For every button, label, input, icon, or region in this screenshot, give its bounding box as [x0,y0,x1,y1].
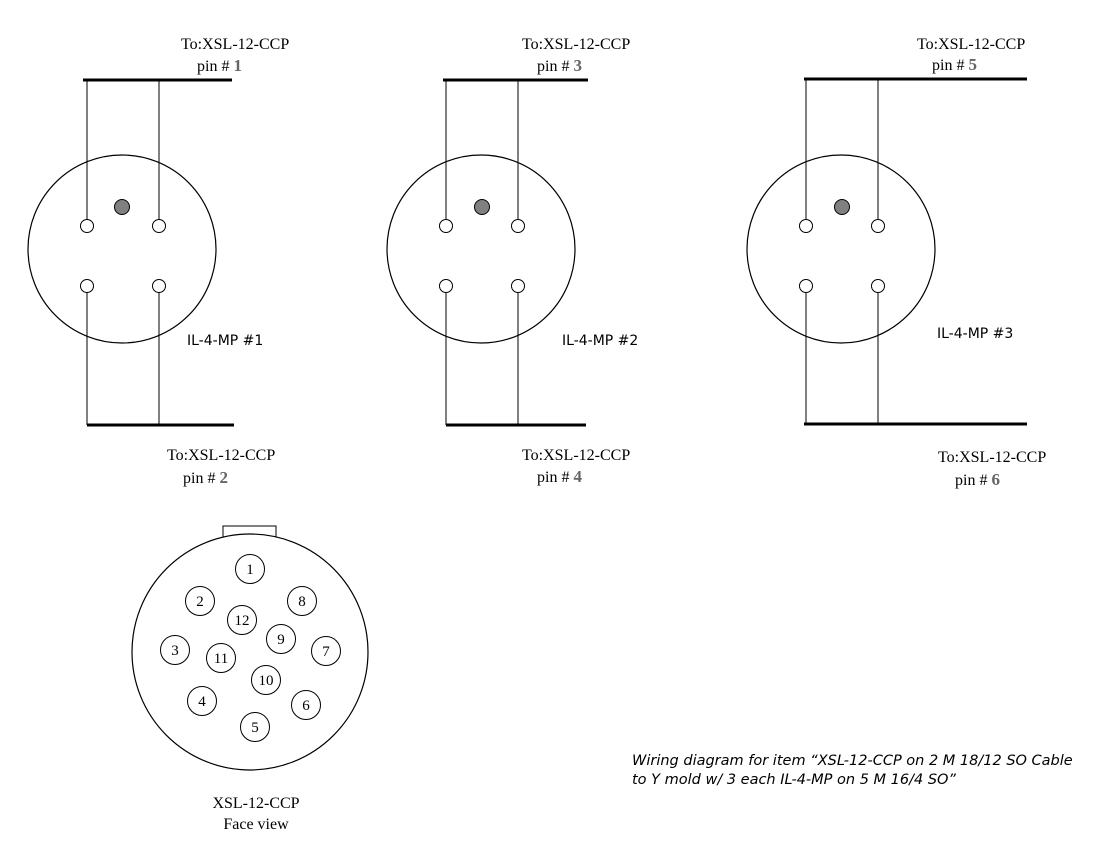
face-pin-label-11: 11 [214,651,228,667]
face-pin-6 [291,690,321,720]
face-pin-2 [185,586,215,616]
connector-2-top-to-label: To:XSL-12-CCP [522,36,630,53]
face-pin-label-8: 8 [298,594,306,610]
connector-2-bottom-to-label: To:XSL-12-CCP [522,447,630,464]
face-pin-4 [187,686,217,716]
connector-3-bottom-pin-number: 6 [991,470,1000,489]
connector-2-bottom-pin-prefix: pin # [537,469,573,486]
face-view-subtitle: Face view [223,816,289,833]
connector-1-key-pin [114,199,130,215]
caption-line-2: to Y mold w/ 3 each IL-4-MP on 5 M 16/4 … [632,772,956,788]
svg-text:pin # 6: pin # 6 [955,470,1000,489]
face-pin-10 [251,665,281,695]
face-pin-1 [235,554,265,584]
svg-text:pin # 2: pin # 2 [183,468,228,487]
svg-text:pin # 4: pin # 4 [537,467,582,486]
connector-1-bottom-pin-number: 2 [219,468,228,487]
face-pin-8 [287,586,317,616]
connector-2-label: IL-4-MP #2 [562,333,638,349]
face-pin-9 [266,624,296,654]
connector-3-body [746,154,936,344]
face-pin-label-7: 7 [322,644,330,660]
connector-1-bottom-pin-prefix: pin # [183,470,219,487]
connector-2-key-pin [474,199,490,215]
il-4-mp-connector-3: To:XSL-12-CCP pin # 5 IL-4-MP #3 To:XSL-… [746,36,1046,489]
face-pin-label-4: 4 [198,694,206,710]
connector-1-top-to-label: To:XSL-12-CCP [181,36,289,53]
connector-3-top-pin-prefix: pin # [932,57,968,74]
svg-text:pin # 3: pin # 3 [537,56,582,75]
connector-3-pin [871,279,885,293]
connector-3-top-pin-number: 5 [968,55,977,74]
connector-1-label: IL-4-MP #1 [187,333,263,349]
svg-text:pin # 5: pin # 5 [932,55,977,74]
connector-3-bottom-pin-prefix: pin # [955,472,991,489]
connector-1-pin [152,279,166,293]
connector-1-pin [152,219,166,233]
connector-3-label: IL-4-MP #3 [937,326,1013,342]
connector-2-pin [439,219,453,233]
connector-2-pin [439,279,453,293]
connector-3-pin [799,219,813,233]
connector-2-pin [511,219,525,233]
il-4-mp-connector-2: To:XSL-12-CCP pin # 3 IL-4-MP #2 To:XSL-… [386,36,638,486]
caption-line-1: Wiring diagram for item “XSL-12-CCP on 2… [632,753,1073,769]
connector-3-pin [799,279,813,293]
face-pin-label-3: 3 [171,643,179,659]
connector-1-bottom-to-label: To:XSL-12-CCP [167,447,275,464]
connector-1-body [27,154,217,344]
connector-2-bottom-pin-number: 4 [573,467,582,486]
connector-1-top-pin-prefix: pin # [197,58,233,75]
face-pin-label-5: 5 [251,720,259,736]
il-4-mp-connector-1: To:XSL-12-CCP pin # 1 IL-4-MP #1 To:XSL-… [27,36,289,487]
face-pin-label-10: 10 [259,673,274,689]
connector-2-top-pin-number: 3 [573,56,582,75]
connector-3-key-pin [834,199,850,215]
connector-2-body [386,154,576,344]
face-pin-label-9: 9 [277,632,285,648]
face-pin-label-1: 1 [246,562,254,578]
diagram-caption: Wiring diagram for item “XSL-12-CCP on 2… [632,752,1092,790]
face-pin-5 [240,712,270,742]
svg-text:pin # 1: pin # 1 [197,56,242,75]
connector-1-pin [80,219,94,233]
face-pin-label-2: 2 [196,594,204,610]
face-pin-11 [206,643,236,673]
face-pin-label-6: 6 [302,698,310,714]
connector-1-pin [80,279,94,293]
connector-2-top-pin-prefix: pin # [537,58,573,75]
connector-2-pin [511,279,525,293]
face-pin-7 [311,636,341,666]
face-pin-12 [227,605,257,635]
connector-3-top-to-label: To:XSL-12-CCP [917,36,1025,53]
connector-3-bottom-to-label: To:XSL-12-CCP [938,449,1046,466]
face-view-title: XSL-12-CCP [212,795,299,812]
connector-3-pin [871,219,885,233]
face-pin-label-12: 12 [235,613,250,629]
connector-1-top-pin-number: 1 [233,56,242,75]
face-pin-3 [160,635,190,665]
